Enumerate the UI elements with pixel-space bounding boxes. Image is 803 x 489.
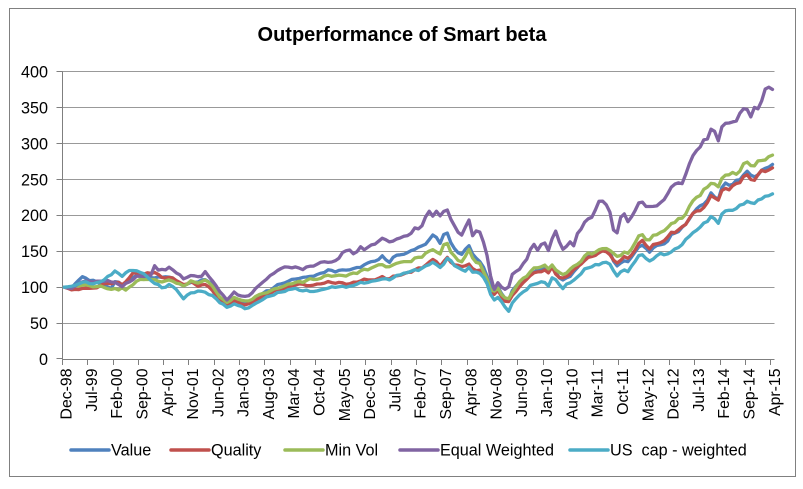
svg-text:Apr-01: Apr-01	[160, 368, 177, 416]
svg-text:Quality: Quality	[211, 441, 262, 459]
svg-text:0: 0	[39, 351, 48, 369]
svg-text:50: 50	[30, 315, 48, 333]
svg-text:200: 200	[21, 207, 48, 225]
svg-text:Jun-09: Jun-09	[514, 368, 531, 417]
svg-text:Jan-10: Jan-10	[539, 368, 556, 417]
svg-text:400: 400	[21, 64, 48, 82]
svg-text:300: 300	[21, 135, 48, 153]
svg-text:Nov-01: Nov-01	[185, 368, 202, 419]
svg-text:Jul-06: Jul-06	[387, 368, 404, 411]
svg-text:Mar-11: Mar-11	[590, 368, 607, 417]
svg-text:Aug-10: Aug-10	[564, 368, 581, 419]
svg-text:350: 350	[21, 100, 48, 118]
svg-text:Oct-11: Oct-11	[615, 368, 632, 414]
svg-text:Jan-03: Jan-03	[236, 368, 253, 417]
svg-text:Dec-05: Dec-05	[362, 368, 379, 419]
svg-text:US cap - weighted: US cap - weighted	[610, 441, 747, 459]
svg-text:Jul-13: Jul-13	[691, 368, 708, 411]
svg-text:Outperformance of Smart beta: Outperformance of Smart beta	[258, 24, 548, 46]
svg-text:100: 100	[21, 279, 48, 297]
svg-text:May-12: May-12	[640, 369, 657, 422]
svg-text:Apr-08: Apr-08	[463, 368, 480, 416]
svg-text:May-05: May-05	[337, 368, 354, 421]
svg-text:Sep-14: Sep-14	[742, 368, 759, 419]
svg-text:Dec-98: Dec-98	[59, 368, 76, 419]
svg-text:250: 250	[21, 171, 48, 189]
svg-text:Sep-07: Sep-07	[438, 369, 455, 420]
svg-text:Feb-00: Feb-00	[109, 368, 126, 418]
svg-text:Min Vol: Min Vol	[325, 441, 378, 459]
svg-text:Jun-02: Jun-02	[210, 369, 227, 417]
svg-text:Value: Value	[111, 441, 151, 459]
svg-text:Jul-99: Jul-99	[84, 368, 101, 411]
svg-text:Equal Weighted: Equal Weighted	[440, 441, 554, 459]
svg-text:Sep-00: Sep-00	[135, 368, 152, 419]
svg-text:Feb-07: Feb-07	[413, 369, 430, 419]
svg-text:Oct-04: Oct-04	[312, 368, 329, 416]
svg-text:Mar-04: Mar-04	[286, 368, 303, 418]
svg-text:Dec-12: Dec-12	[666, 369, 683, 420]
svg-text:Apr-15: Apr-15	[767, 368, 784, 416]
svg-text:Aug-03: Aug-03	[261, 368, 278, 419]
svg-text:Feb-14: Feb-14	[716, 368, 733, 418]
svg-text:Nov-08: Nov-08	[489, 368, 506, 419]
svg-text:150: 150	[21, 243, 48, 261]
